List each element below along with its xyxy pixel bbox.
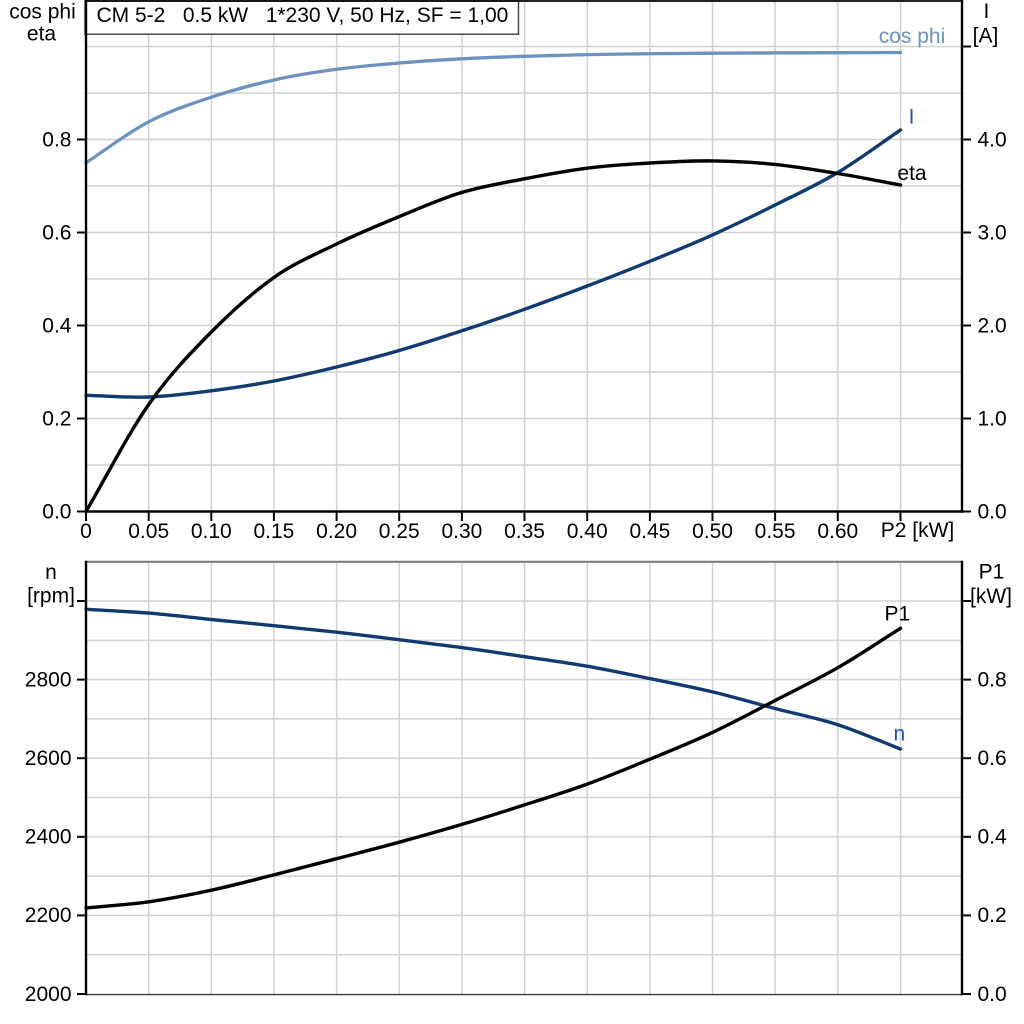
svg-text:I: I (983, 0, 989, 23)
svg-text:0.15: 0.15 (253, 520, 294, 543)
svg-text:0.50: 0.50 (692, 520, 733, 543)
svg-text:[kW]: [kW] (970, 585, 1012, 608)
svg-text:0.55: 0.55 (755, 520, 796, 543)
svg-text:0.30: 0.30 (441, 520, 482, 543)
svg-text:0.25: 0.25 (379, 520, 420, 543)
svg-text:eta: eta (897, 162, 927, 185)
svg-text:0: 0 (80, 520, 92, 543)
svg-text:2200: 2200 (25, 904, 72, 927)
svg-text:CM 5-2 0.5 kW 1*230 V, 50: CM 5-2 0.5 kW 1*230 V, 50 Hz, SF = 1,00 (97, 4, 509, 27)
svg-text:0.6: 0.6 (42, 221, 71, 244)
svg-text:P1: P1 (979, 560, 1005, 583)
svg-text:0.2: 0.2 (42, 407, 71, 430)
svg-text:0.0: 0.0 (978, 500, 1007, 523)
svg-text:0.6: 0.6 (978, 747, 1007, 770)
svg-text:n: n (45, 561, 57, 584)
svg-text:0.4: 0.4 (42, 314, 72, 337)
svg-text:0.0: 0.0 (42, 500, 71, 523)
svg-text:0.05: 0.05 (128, 520, 169, 543)
svg-text:2800: 2800 (25, 668, 72, 691)
svg-text:P2 [kW]: P2 [kW] (881, 519, 955, 542)
svg-text:3.0: 3.0 (978, 221, 1007, 244)
svg-text:cos phi: cos phi (879, 25, 946, 48)
svg-text:P1: P1 (885, 603, 911, 626)
svg-text:0.8: 0.8 (978, 668, 1007, 691)
svg-text:4.0: 4.0 (978, 128, 1007, 151)
svg-text:2600: 2600 (25, 747, 72, 770)
svg-text:0.4: 0.4 (978, 826, 1008, 849)
svg-text:1.0: 1.0 (978, 407, 1007, 430)
svg-text:0.60: 0.60 (817, 520, 858, 543)
svg-text:0.45: 0.45 (629, 520, 670, 543)
svg-text:I: I (909, 106, 915, 129)
svg-text:0.20: 0.20 (316, 520, 357, 543)
svg-text:[rpm]: [rpm] (27, 584, 75, 607)
svg-text:n: n (894, 723, 906, 746)
svg-text:0.40: 0.40 (567, 520, 608, 543)
svg-text:0.2: 0.2 (978, 904, 1007, 927)
svg-text:0.10: 0.10 (191, 520, 232, 543)
svg-text:2400: 2400 (25, 826, 72, 849)
svg-text:0.0: 0.0 (978, 983, 1007, 1006)
svg-text:cos phi: cos phi (9, 0, 76, 23)
svg-text:0.35: 0.35 (504, 520, 545, 543)
svg-text:0.8: 0.8 (42, 128, 71, 151)
svg-text:2000: 2000 (25, 983, 72, 1006)
svg-text:[A]: [A] (973, 24, 999, 47)
svg-text:eta: eta (27, 23, 57, 46)
svg-text:2.0: 2.0 (978, 314, 1007, 337)
